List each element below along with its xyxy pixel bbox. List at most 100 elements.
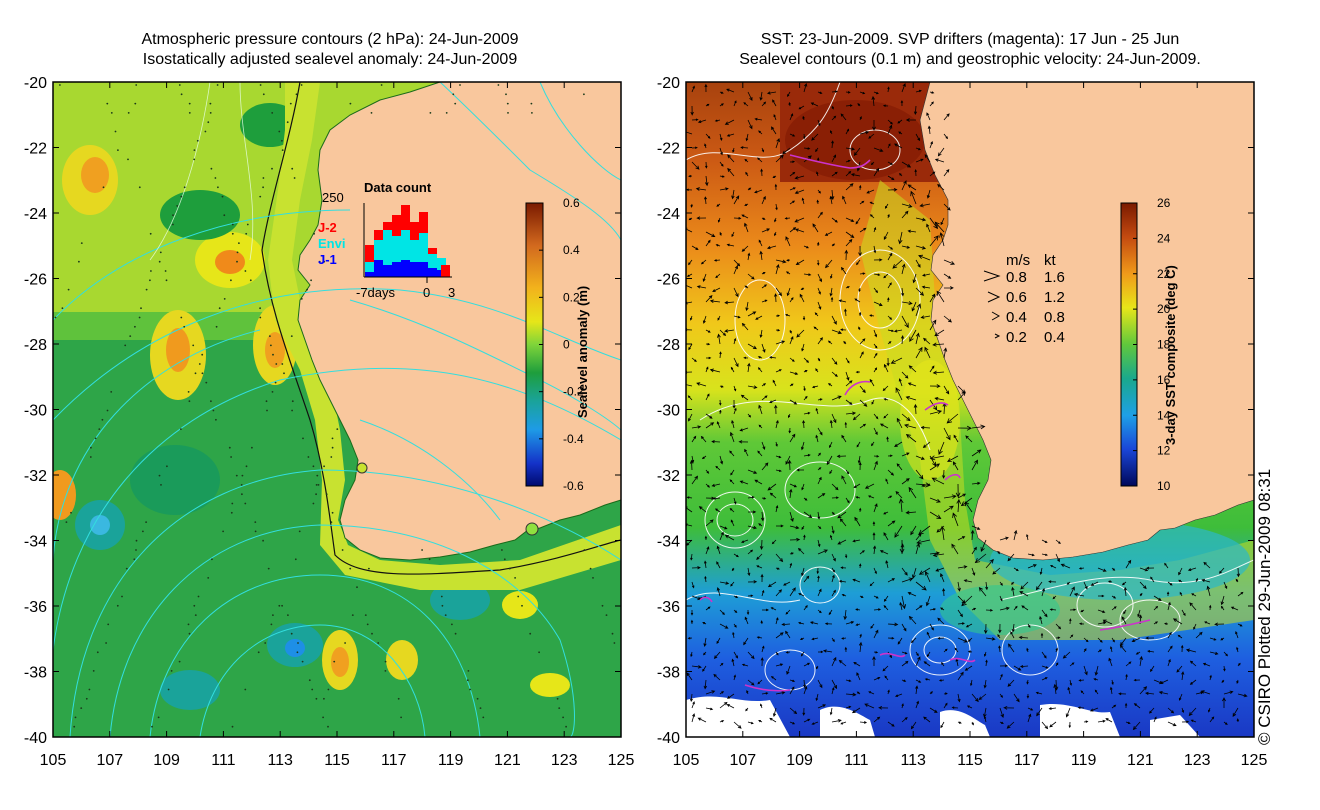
velocity-arrow xyxy=(851,707,861,714)
altimeter-point xyxy=(180,428,182,430)
velocity-arrow xyxy=(831,105,834,110)
velocity-arrow xyxy=(1019,591,1029,597)
altimeter-point xyxy=(167,688,170,691)
altimeter-point xyxy=(215,418,217,421)
velocity-arrow xyxy=(719,455,724,465)
inset-bar xyxy=(419,262,428,277)
velocity-arrow xyxy=(1167,721,1177,727)
velocity-arrow xyxy=(838,579,847,583)
velocity-arrow xyxy=(858,507,862,513)
x-tick-label: 107 xyxy=(96,752,123,769)
velocity-arrow xyxy=(1202,662,1211,667)
velocity-arrow xyxy=(715,465,721,471)
left-y-axis: -20-22-24-26-28-30-32-34-36-38-40 xyxy=(24,75,621,747)
velocity-arrow xyxy=(831,687,835,695)
velocity-arrow xyxy=(859,116,862,121)
velocity-arrow xyxy=(759,539,764,550)
velocity-arrow xyxy=(858,563,862,569)
velocity-arrow xyxy=(924,154,931,163)
velocity-arrow xyxy=(879,550,889,555)
velocity-arrow xyxy=(705,707,714,711)
velocity-arrow xyxy=(831,525,835,534)
velocity-arrow xyxy=(897,119,903,124)
velocity-arrow xyxy=(855,623,861,626)
altimeter-point xyxy=(172,214,174,217)
velocity-arrow xyxy=(841,594,847,597)
velocity-arrow xyxy=(801,525,805,530)
velocity-arrow xyxy=(716,203,721,207)
velocity-arrow xyxy=(733,385,737,392)
velocity-arrow xyxy=(971,424,986,430)
velocity-arrow xyxy=(898,378,903,387)
velocity-arrow xyxy=(730,366,735,373)
velocity-arrow xyxy=(690,610,694,616)
velocity-arrow xyxy=(705,133,711,139)
velocity-arrow xyxy=(827,383,833,387)
velocity-arrow xyxy=(868,133,875,139)
velocity-arrow xyxy=(789,488,793,499)
left-tide-gauge-1[interactable] xyxy=(356,462,368,474)
velocity-arrow xyxy=(788,413,791,419)
velocity-arrow xyxy=(887,252,893,261)
velocity-arrow xyxy=(858,287,861,293)
velocity-arrow xyxy=(704,83,708,93)
altimeter-point xyxy=(78,260,80,263)
velocity-arrow xyxy=(985,581,989,591)
velocity-arrow xyxy=(719,133,723,141)
velocity-arrow xyxy=(714,508,721,513)
inset-bar xyxy=(401,230,410,260)
velocity-arrow xyxy=(719,147,723,156)
velocity-arrow xyxy=(795,259,805,266)
velocity-arrow xyxy=(1011,586,1015,597)
velocity-arrow xyxy=(844,308,847,317)
altimeter-point xyxy=(134,102,137,105)
velocity-arrow xyxy=(845,104,853,107)
velocity-arrow xyxy=(787,91,791,98)
velocity-arrow xyxy=(691,161,700,170)
left-tide-gauge-2[interactable] xyxy=(525,522,539,536)
velocity-arrow xyxy=(775,259,787,264)
velocity-arrow xyxy=(761,497,767,500)
velocity-arrow xyxy=(709,299,721,304)
altimeter-point xyxy=(158,474,161,477)
velocity-arrow xyxy=(1236,646,1239,653)
velocity-arrow xyxy=(830,273,833,279)
velocity-arrow xyxy=(691,146,698,150)
velocity-arrow xyxy=(758,424,763,429)
velocity-arrow xyxy=(1111,595,1117,599)
velocity-arrow xyxy=(803,245,810,249)
velocity-arrow xyxy=(697,119,707,124)
velocity-arrow xyxy=(887,161,893,165)
velocity-arrow xyxy=(719,385,724,388)
altimeter-point xyxy=(565,725,567,728)
altimeter-point xyxy=(135,84,138,86)
velocity-arrow xyxy=(1006,721,1015,729)
velocity-arrow xyxy=(1083,720,1089,723)
velocity-arrow xyxy=(705,366,709,373)
altimeter-point xyxy=(61,307,64,310)
velocity-arrow xyxy=(775,137,780,149)
velocity-arrow xyxy=(886,357,890,367)
velocity-arrow xyxy=(983,679,987,689)
velocity-arrow xyxy=(705,295,713,303)
velocity-arrow xyxy=(1069,586,1075,597)
velocity-arrow xyxy=(719,175,725,178)
velocity-arrow xyxy=(831,553,836,562)
velocity-arrow xyxy=(897,637,903,645)
velocity-arrow xyxy=(845,380,853,387)
velocity-arrow xyxy=(703,651,707,656)
velocity-arrow xyxy=(729,479,735,485)
altimeter-point xyxy=(497,84,500,86)
velocity-arrow xyxy=(918,254,931,261)
velocity-arrow xyxy=(794,189,805,194)
velocity-arrow xyxy=(1097,649,1102,653)
velocity-arrow xyxy=(703,560,707,569)
velocity-arrow xyxy=(1077,706,1085,709)
velocity-arrow xyxy=(915,455,925,460)
velocity-arrow xyxy=(858,245,862,257)
velocity-arrow xyxy=(943,315,952,323)
copyright-notice: © CSIRO Plotted 29-Jun-2009 08:31 xyxy=(1255,468,1274,745)
velocity-arrow xyxy=(787,459,792,471)
velocity-arrow xyxy=(1041,665,1049,669)
